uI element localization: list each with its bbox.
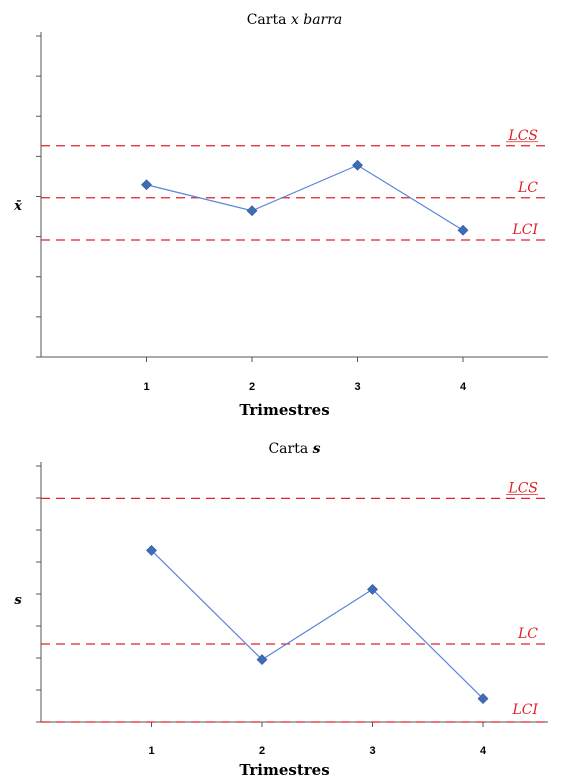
chart-title-italic: s <box>313 441 321 457</box>
chart-title: Carta s <box>268 441 320 457</box>
x-tick-label: 4 <box>460 381 467 393</box>
data-point <box>352 159 363 171</box>
x-tick-label: 3 <box>369 745 375 757</box>
data-point <box>141 179 152 191</box>
series-line <box>146 164 464 231</box>
data-point <box>146 544 157 556</box>
chart-title-text: Carta <box>247 12 291 28</box>
control-label-lc: LC <box>517 626 538 642</box>
data-point <box>256 654 268 666</box>
x-tick-label: 2 <box>249 381 255 393</box>
control-label-lc: LC <box>517 180 538 196</box>
control-label-lci: LCI <box>511 222 538 238</box>
control-label-lci: LCI <box>511 702 538 718</box>
y-axis-label: s <box>14 593 22 608</box>
x-axis-title: Trimestres <box>239 761 329 778</box>
chart-2: Carta s 1 2 3 4 Trimestres s LCS LC LCI <box>14 441 548 778</box>
y-axis-label: x̄ <box>13 199 22 214</box>
x-tick-label: 3 <box>354 381 360 393</box>
chart-1: Carta x barra 1 2 3 4 Trimestres x̄ LCS LC LCI <box>13 12 548 419</box>
x-tick-label: 1 <box>143 381 149 393</box>
control-label-lcs: LCS <box>507 480 538 496</box>
control-label-lcs: LCS <box>507 128 538 144</box>
data-point <box>367 583 378 595</box>
x-tick-label: 2 <box>259 745 265 757</box>
data-point <box>477 693 489 705</box>
chart-title: Carta x barra <box>247 12 343 28</box>
data-point <box>457 224 469 236</box>
series-line <box>151 549 484 700</box>
x-tick-label: 4 <box>480 745 487 757</box>
chart-title-italic: x barra <box>291 12 342 28</box>
x-axis-title: Trimestres <box>239 401 329 419</box>
chart-title-text: Carta <box>268 441 312 457</box>
data-point <box>246 205 258 217</box>
x-tick-label: 1 <box>148 745 154 757</box>
